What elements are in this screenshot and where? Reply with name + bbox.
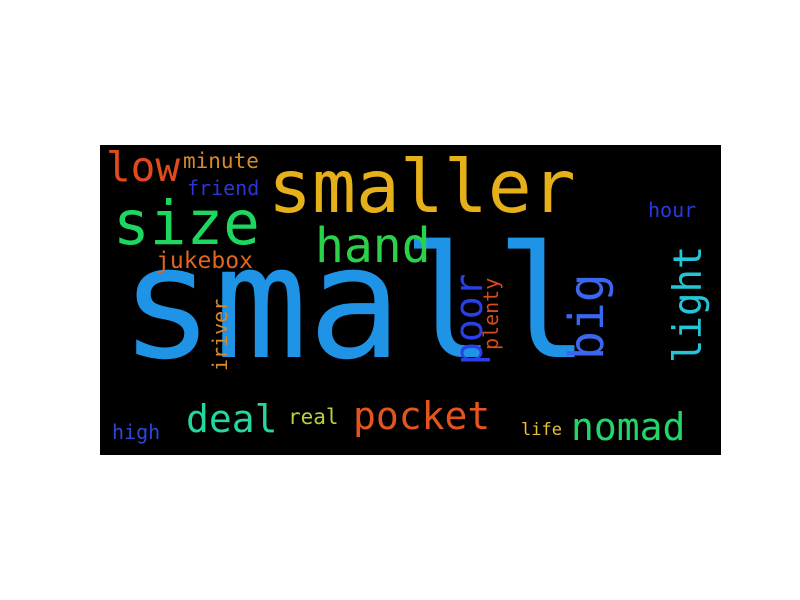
- word-hand: hand: [315, 218, 431, 274]
- word-low: low: [106, 145, 181, 191]
- word-life: life: [521, 420, 562, 440]
- word-hour: hour: [648, 198, 697, 222]
- word-big: big: [559, 273, 615, 360]
- word-real: real: [288, 405, 339, 429]
- word-smaller: smaller: [268, 145, 576, 230]
- word-deal: deal: [186, 397, 278, 441]
- word-iriver: iriver: [208, 298, 232, 371]
- word-jukebox: jukebox: [156, 248, 253, 274]
- word-pocket: pocket: [353, 394, 491, 438]
- word-plenty: plenty: [479, 277, 503, 350]
- word-high: high: [112, 420, 161, 444]
- word-friend: friend: [187, 176, 260, 200]
- word-size: size: [113, 188, 260, 259]
- word-cloud: small smaller size hand low minute frien…: [100, 145, 721, 455]
- word-minute: minute: [183, 149, 259, 173]
- word-small: small: [120, 212, 590, 394]
- word-light: light: [666, 245, 711, 363]
- word-nomad: nomad: [571, 405, 686, 449]
